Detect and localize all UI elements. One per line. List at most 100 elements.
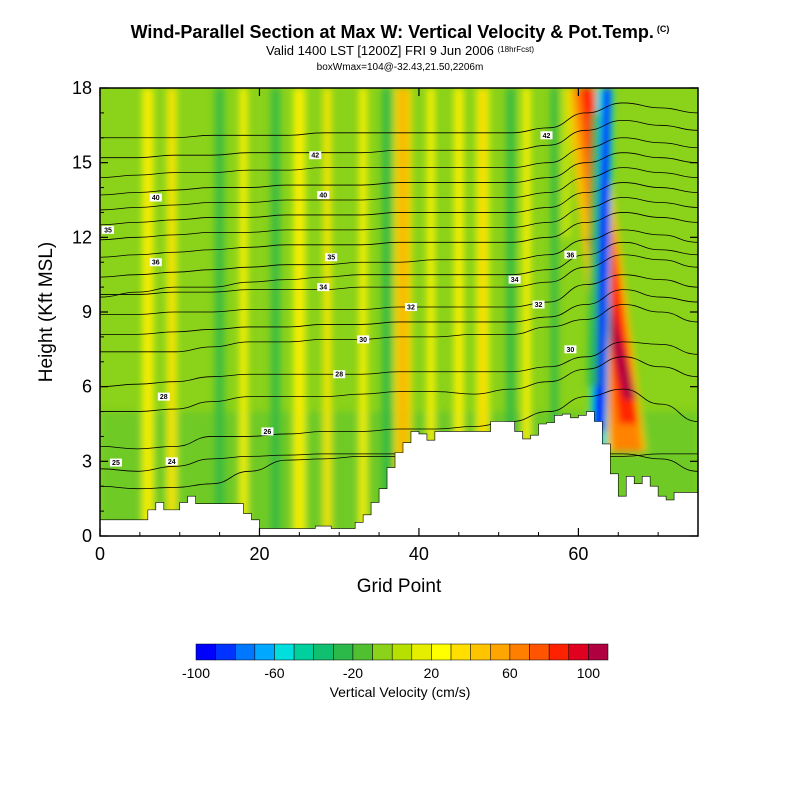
x-tick-label: 20	[249, 544, 269, 564]
theta-contour	[100, 341, 698, 388]
contour-label: 28	[160, 394, 168, 401]
y-axis-title: Height (Kft MSL)	[36, 242, 57, 382]
contour-label: 42	[543, 133, 551, 140]
contour-label-bg	[357, 335, 370, 344]
colorbar-swatch	[293, 643, 314, 661]
vv-band-core	[361, 88, 366, 536]
theta-contour	[100, 274, 698, 315]
contour-label-bg	[317, 283, 330, 292]
y-tick-label: 6	[82, 377, 92, 397]
theta-contour	[100, 152, 698, 196]
contour-label-bg	[165, 457, 178, 466]
y-tick-label: 0	[82, 526, 92, 546]
vv-band-core	[456, 88, 462, 536]
vv-band-core	[241, 88, 246, 536]
vv-band-core	[398, 88, 408, 536]
vv-band	[381, 88, 393, 536]
colorbar-swatch	[431, 643, 452, 661]
title-mark: (C)	[656, 24, 670, 34]
chart-title: Wind-Parallel Section at Max W: Vertical…	[130, 22, 670, 42]
colorbar-swatch	[391, 643, 413, 661]
contour-label-bg	[261, 427, 274, 436]
colorbar-swatch	[529, 643, 550, 661]
theta-contour	[100, 356, 698, 412]
contour-label-bg	[564, 250, 577, 259]
colorbar-swatch	[470, 643, 491, 661]
y-tick-label: 3	[82, 451, 92, 471]
theta-contour	[100, 241, 698, 298]
colorbar-tick-label: -100	[182, 665, 210, 681]
colorbar-swatch	[195, 643, 216, 661]
x-tick-label: 60	[568, 544, 588, 564]
forecast-hour: (18hrFcst)	[497, 45, 534, 54]
colorbar-swatch	[588, 643, 609, 661]
contour-label-bg	[157, 392, 170, 401]
contour-label: 34	[319, 285, 327, 292]
colorbar-swatch	[411, 643, 432, 661]
contour-label-bg	[309, 151, 322, 160]
theta-contour	[100, 182, 698, 226]
vv-band-core	[479, 88, 486, 536]
y-tick-label: 9	[82, 302, 92, 322]
colorbar: -100 -60 -20 20 60 100	[182, 643, 609, 681]
colorbar-tick-label: 60	[502, 665, 518, 681]
theta-contour	[100, 229, 698, 278]
contour-label: 32	[407, 305, 415, 312]
x-tick-label: 40	[409, 544, 429, 564]
vv-band-core	[145, 88, 151, 536]
contour-label: 30	[567, 347, 575, 354]
vv-band-core	[296, 88, 303, 536]
y-tick-label: 15	[72, 153, 92, 173]
vv-band	[550, 88, 559, 536]
box-info: boxWmax=104@-32.43,21.50,2206m	[316, 62, 484, 73]
colorbar-swatch	[352, 643, 373, 661]
colorbar-swatch	[274, 643, 295, 661]
terrain	[100, 411, 698, 536]
contour-label: 36	[152, 260, 160, 267]
contour-label: 35	[327, 255, 335, 262]
y-tick-label: 18	[72, 78, 92, 98]
vv-band-core	[524, 88, 529, 536]
x-tick-label: 0	[95, 544, 105, 564]
theta-contour	[100, 289, 698, 335]
colorbar-swatch	[333, 643, 354, 661]
colorbar-swatch	[490, 643, 511, 661]
contour-label: 32	[535, 302, 543, 309]
theta-contour	[100, 254, 698, 295]
vv-band-core	[325, 88, 330, 536]
contour-label: 42	[311, 153, 319, 160]
contour-label-bg	[317, 191, 330, 200]
contour-label-bg	[564, 345, 577, 354]
contour-label: 25	[112, 460, 120, 467]
contour-label-bg	[101, 225, 114, 234]
colorbar-swatch	[215, 643, 236, 661]
theta-contour	[100, 197, 698, 241]
contour-label: 28	[335, 372, 343, 379]
contour-label: 24	[168, 459, 176, 466]
contour-label-bg	[508, 275, 521, 284]
contour-label: 36	[567, 252, 575, 259]
contour-label: 35	[104, 227, 112, 234]
vv-band	[270, 88, 281, 536]
y-tick-label: 12	[72, 227, 92, 247]
theta-contour	[100, 167, 698, 211]
contour-label: 26	[264, 429, 272, 436]
contour-label-bg	[333, 370, 346, 379]
colorbar-swatch	[234, 643, 256, 661]
colorbar-swatch	[313, 643, 334, 661]
colorbar-tick-label: 20	[424, 665, 440, 681]
chart-subtitle: Valid 1400 LST [1200Z] FRI 9 Jun 2006 (1…	[266, 43, 534, 58]
vv-band	[505, 88, 516, 536]
theta-contour	[100, 212, 698, 258]
contour-label-bg	[149, 258, 162, 267]
colorbar-tick-label: -20	[343, 665, 363, 681]
theta-contour	[100, 137, 698, 178]
contour-label: 30	[359, 337, 367, 344]
colorbar-tick-label: 100	[577, 665, 601, 681]
colorbar-swatch	[254, 643, 275, 661]
vv-band-core	[428, 88, 433, 536]
contour-label-bg	[532, 300, 545, 309]
colorbar-swatch	[548, 643, 570, 661]
